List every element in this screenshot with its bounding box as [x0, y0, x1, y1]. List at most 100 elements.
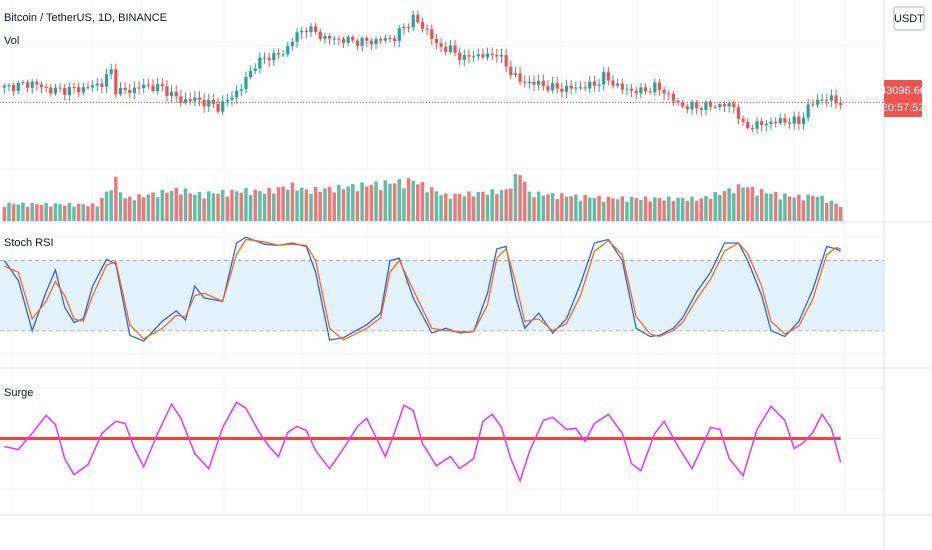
price-candle	[286, 45, 290, 55]
price-candle	[764, 124, 768, 126]
currency-button[interactable]: USDT	[893, 6, 925, 31]
price-candle	[648, 91, 652, 93]
volume-bar	[337, 184, 341, 221]
volume-bar	[657, 198, 662, 221]
price-candle	[509, 66, 513, 76]
price-candle	[30, 81, 34, 88]
volume-bar	[388, 183, 392, 221]
volume-bar	[123, 198, 127, 221]
volume-bar	[351, 184, 355, 221]
volume-bar	[165, 192, 169, 221]
volume-bar	[137, 194, 141, 221]
price-candle	[588, 81, 592, 89]
volume-bar	[620, 196, 625, 221]
volume-bar	[230, 189, 234, 221]
volume-bar	[253, 189, 257, 221]
price-candle	[695, 102, 699, 109]
volume-bar	[727, 188, 731, 221]
volume-bar	[276, 187, 281, 221]
volume-bar	[838, 206, 843, 221]
price-candle	[430, 29, 434, 39]
volume-bar	[355, 191, 360, 221]
price-candle	[123, 87, 127, 90]
price-candle	[425, 28, 429, 30]
volume-bar	[141, 197, 146, 221]
price-candle	[230, 97, 234, 100]
price-candle	[620, 83, 624, 90]
volume-bar	[778, 199, 783, 221]
volume-bar	[560, 193, 564, 221]
bar-countdown: 20:57:52	[882, 102, 925, 114]
price-candle	[513, 73, 518, 76]
volume-bar	[90, 203, 95, 221]
volume-bar	[44, 202, 48, 221]
price-candle	[736, 107, 741, 119]
volume-bar	[499, 190, 504, 221]
volume-bar	[378, 190, 383, 221]
volume-bar	[592, 198, 597, 221]
volume-bar	[443, 193, 448, 221]
price-candle	[369, 40, 374, 44]
price-candle	[211, 99, 216, 104]
price-candle	[829, 95, 834, 101]
volume-bar	[759, 189, 764, 221]
volume-bar	[346, 186, 350, 221]
volume-label[interactable]: Vol	[4, 35, 19, 47]
volume-bar	[118, 192, 123, 221]
price-candle	[239, 89, 243, 91]
price-candle	[783, 118, 787, 123]
price-candle	[708, 101, 713, 107]
price-candle	[63, 88, 67, 95]
price-candle	[314, 26, 318, 32]
volume-bar	[815, 197, 820, 221]
price-candle	[685, 106, 689, 110]
volume-bar	[471, 196, 476, 221]
volume-bar	[128, 196, 132, 221]
price-candle	[439, 43, 443, 47]
price-candle	[532, 81, 536, 85]
volume-bar	[485, 195, 490, 221]
volume-bar	[248, 195, 253, 221]
stoch-rsi-label[interactable]: Stoch RSI	[4, 237, 54, 249]
price-candle	[53, 87, 58, 94]
volume-bar	[2, 206, 7, 221]
price-candle	[281, 54, 285, 56]
volume-bar	[736, 184, 741, 221]
volume-bar	[313, 187, 318, 221]
price-candle	[202, 99, 206, 107]
price-candle	[634, 90, 638, 94]
symbol-title[interactable]: Bitcoin / TetherUS, 1D, BINANCE	[4, 12, 167, 24]
price-candle	[7, 84, 11, 86]
price-candle	[629, 88, 634, 91]
surge-label[interactable]: Surge	[4, 387, 33, 399]
price-candle	[332, 38, 336, 40]
price-candle	[746, 121, 750, 128]
volume-bar	[439, 195, 443, 221]
stoch-rsi-lines	[3, 236, 841, 342]
volume-bar	[160, 189, 165, 221]
volume-bar	[541, 195, 546, 221]
price-candle	[811, 104, 815, 106]
volume-bar	[467, 191, 471, 221]
volume-bar	[783, 193, 787, 221]
volume-bar	[151, 192, 155, 221]
volume-bar	[21, 202, 25, 221]
price-candle	[699, 108, 703, 110]
volume-bar	[290, 182, 295, 221]
volume-bar	[434, 191, 439, 221]
surge-line	[4, 401, 842, 484]
volume-bar	[179, 194, 183, 221]
currency-button-frame	[893, 6, 925, 31]
price-candle	[806, 104, 810, 118]
price-candle	[16, 82, 20, 92]
volume-bar	[513, 174, 518, 221]
price-candle	[35, 81, 39, 85]
price-candle	[653, 82, 657, 93]
price-candle	[165, 86, 169, 96]
volume-bar	[86, 206, 90, 221]
price-candle	[156, 84, 160, 91]
stoch-rsi-band	[0, 260, 884, 331]
volume-bar	[25, 206, 30, 221]
price-candle	[458, 52, 462, 60]
